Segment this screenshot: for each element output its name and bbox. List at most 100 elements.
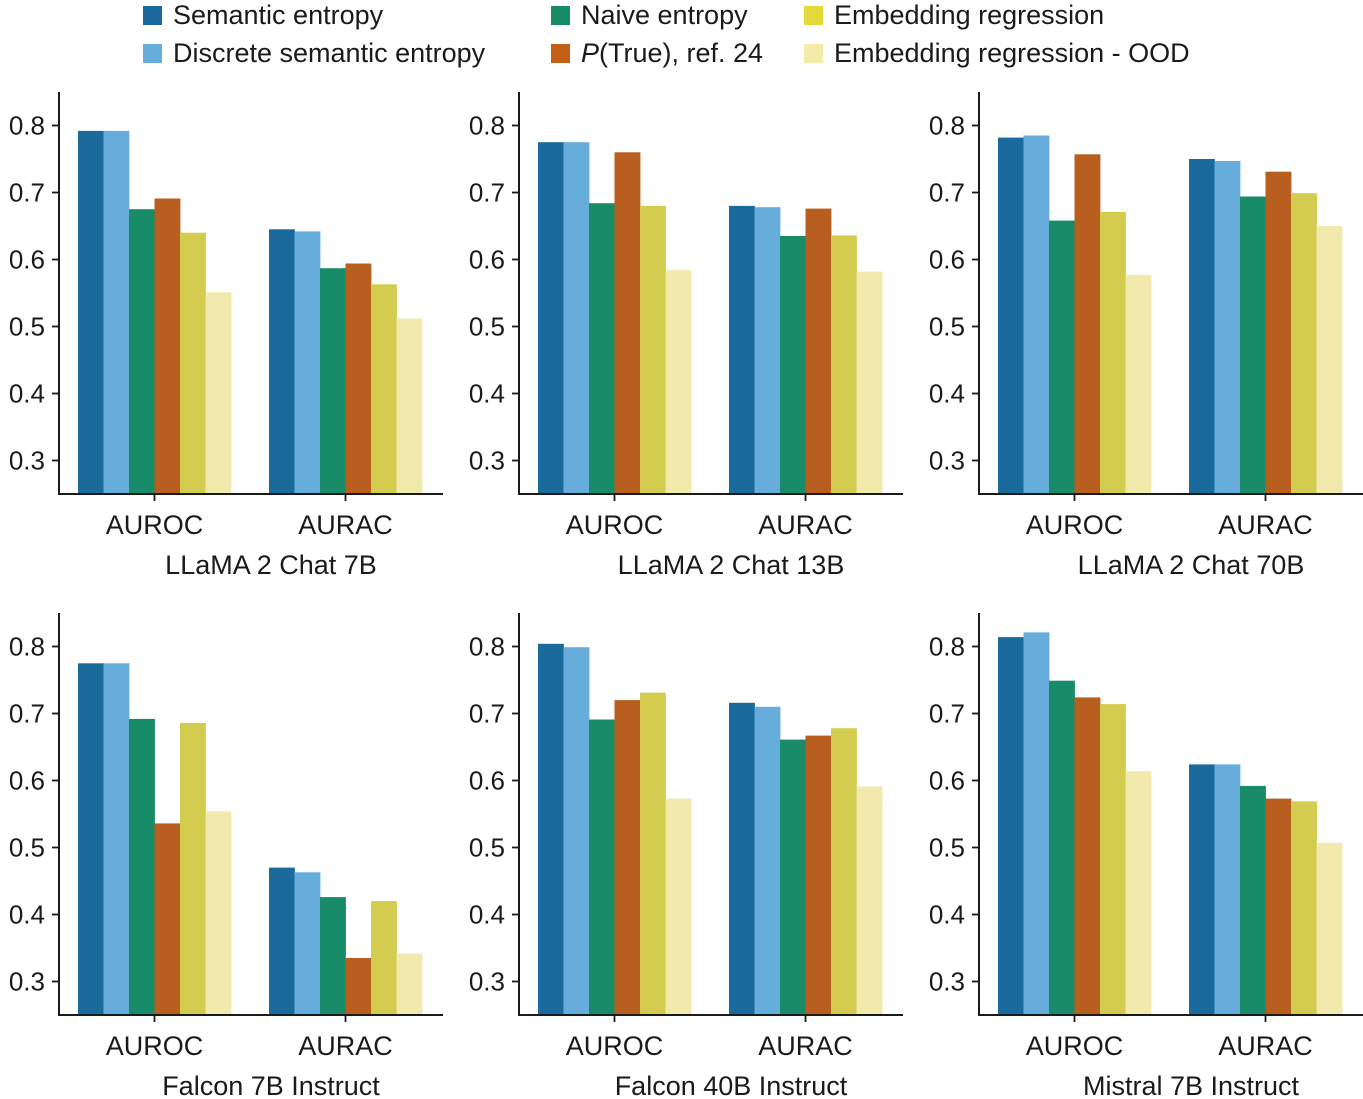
panel-title: Mistral 7B Instruct <box>1083 1071 1300 1099</box>
y-tick-label: 0.7 <box>469 178 505 208</box>
y-tick-label: 0.5 <box>9 312 45 342</box>
bar-discrete-semantic-entropy-auroc <box>563 142 590 494</box>
bar-naive-entropy-aurac <box>320 897 346 1015</box>
bar-p-true-ref-24-aurac <box>805 208 832 494</box>
x-tick-label-auroc: AUROC <box>1026 510 1124 540</box>
panel-mistral-7b-instruct: 0.3 0.4 0.5 0.6 0.7 0.8 AUROC AURAC Mistral 7B I… <box>929 613 1363 1099</box>
bar-semantic-entropy-auroc <box>78 663 104 1016</box>
legend-label-p-true-text: (True), ref. 24 <box>599 37 764 68</box>
y-tick-label: 0.4 <box>9 379 45 409</box>
panel-llama-2-chat-7b: 0.3 0.4 0.5 0.6 0.7 0.8 AUROC AURAC LLaMA 2 Chat… <box>9 92 443 580</box>
y-tick-label: 0.6 <box>9 766 45 796</box>
y-tick-label: 0.6 <box>469 766 505 796</box>
y-tick-label: 0.7 <box>929 699 965 729</box>
bar-embedding-regression-ood-auroc <box>665 270 692 494</box>
y-tick-label: 0.4 <box>929 900 965 930</box>
legend: Semantic entropy Naive entropy Embedding… <box>0 0 1363 80</box>
bar-semantic-entropy-auroc <box>78 130 104 494</box>
y-tick-label: 0.8 <box>9 111 45 141</box>
panel-title: LLaMA 2 Chat 13B <box>618 550 845 580</box>
legend-swatch-naive-entropy <box>551 5 570 25</box>
bar-naive-entropy-aurac <box>780 739 806 1015</box>
bar-embedding-regression-ood-aurac <box>1316 226 1343 494</box>
bar-embedding-regression-auroc <box>1100 211 1126 494</box>
bar-discrete-semantic-entropy-aurac <box>754 207 781 494</box>
bar-discrete-semantic-entropy-aurac <box>754 706 781 1015</box>
bar-discrete-semantic-entropy-auroc <box>1023 632 1050 1015</box>
bar-semantic-entropy-auroc <box>998 137 1024 494</box>
bar-semantic-entropy-aurac <box>269 229 295 495</box>
bar-semantic-entropy-auroc <box>538 142 564 494</box>
bar-embedding-regression-ood-auroc <box>205 292 232 494</box>
y-tick-label: 0.8 <box>9 632 45 662</box>
bar-naive-entropy-aurac <box>780 236 806 494</box>
bar-embedding-regression-ood-aurac <box>856 271 883 494</box>
bar-embedding-regression-auroc <box>180 232 206 494</box>
panel-title: LLaMA 2 Chat 70B <box>1078 550 1305 580</box>
legend-item-p-true: P(True), ref. 24 <box>551 35 763 71</box>
y-tick-label: 0.4 <box>469 900 505 930</box>
bar-naive-entropy-auroc <box>589 719 615 1015</box>
bar-embedding-regression-aurac <box>831 728 857 1015</box>
bar-embedding-regression-aurac <box>831 235 857 494</box>
y-tick-label: 0.8 <box>929 111 965 141</box>
y-tick-label: 0.5 <box>9 833 45 863</box>
bar-embedding-regression-ood-aurac <box>396 318 423 494</box>
y-tick-label: 0.6 <box>9 245 45 275</box>
bar-semantic-entropy-aurac <box>1189 764 1215 1015</box>
x-tick-label-auroc: AUROC <box>1026 1031 1124 1061</box>
legend-label-embedding-regression: Embedding regression <box>834 0 1105 30</box>
bar-naive-entropy-aurac <box>1240 785 1266 1015</box>
bar-embedding-regression-auroc <box>1100 704 1126 1015</box>
bar-discrete-semantic-entropy-aurac <box>294 872 321 1015</box>
x-tick-label-aurac: AURAC <box>1218 510 1313 540</box>
y-tick-label: 0.3 <box>929 967 965 997</box>
bar-discrete-semantic-entropy-aurac <box>294 231 321 494</box>
y-tick-label: 0.3 <box>9 446 45 476</box>
legend-label-discrete-semantic-entropy: Discrete semantic entropy <box>173 37 486 68</box>
x-tick-label-auroc: AUROC <box>566 1031 664 1061</box>
x-tick-label-auroc: AUROC <box>566 510 664 540</box>
x-tick-label-auroc: AUROC <box>106 1031 204 1061</box>
bar-discrete-semantic-entropy-auroc <box>103 130 130 494</box>
legend-item-semantic-entropy: Semantic entropy <box>143 0 383 33</box>
bar-embedding-regression-ood-auroc <box>1125 274 1152 494</box>
y-tick-label: 0.5 <box>469 833 505 863</box>
bar-p-true-ref-24-aurac <box>1265 171 1292 494</box>
y-tick-label: 0.8 <box>929 632 965 662</box>
bar-naive-entropy-auroc <box>129 209 155 494</box>
bar-embedding-regression-auroc <box>640 692 666 1015</box>
bar-naive-entropy-auroc <box>589 203 615 494</box>
x-tick-label-auroc: AUROC <box>106 510 204 540</box>
bar-p-true-ref-24-auroc <box>1074 154 1101 495</box>
panel-title: Falcon 40B Instruct <box>615 1071 848 1099</box>
bar-p-true-ref-24-aurac <box>1265 798 1292 1015</box>
y-tick-label: 0.3 <box>469 446 505 476</box>
panel-llama-2-chat-70b: 0.3 0.4 0.5 0.6 0.7 0.8 AUROC AURAC LLaMA 2 Chat… <box>929 92 1363 580</box>
y-tick-label: 0.4 <box>469 379 505 409</box>
y-tick-label: 0.4 <box>929 379 965 409</box>
bar-discrete-semantic-entropy-aurac <box>1214 161 1241 494</box>
y-tick-label: 0.5 <box>469 312 505 342</box>
y-tick-label: 0.6 <box>929 766 965 796</box>
y-tick-label: 0.5 <box>929 312 965 342</box>
bar-naive-entropy-aurac <box>1240 196 1266 494</box>
bar-semantic-entropy-aurac <box>1189 159 1215 494</box>
panel-falcon-7b-instruct: 0.3 0.4 0.5 0.6 0.7 0.8 AUROC AURAC Falcon 7B In… <box>9 613 443 1099</box>
y-tick-label: 0.7 <box>9 699 45 729</box>
bar-semantic-entropy-aurac <box>729 702 755 1015</box>
y-tick-label: 0.4 <box>9 900 45 930</box>
bar-embedding-regression-ood-aurac <box>856 786 883 1015</box>
bar-discrete-semantic-entropy-aurac <box>1214 764 1241 1015</box>
bar-embedding-regression-auroc <box>180 722 206 1015</box>
bar-embedding-regression-ood-aurac <box>1316 842 1343 1015</box>
legend-swatch-p-true <box>551 43 570 63</box>
legend-label-embedding-regression-ood: Embedding regression - OOD <box>834 37 1190 68</box>
legend-item-embedding-regression-ood: Embedding regression - OOD <box>804 35 1190 71</box>
y-tick-label: 0.7 <box>469 699 505 729</box>
legend-label-p-true: P(True), ref. 24 <box>581 38 763 69</box>
x-tick-label-aurac: AURAC <box>758 510 853 540</box>
bar-p-true-ref-24-auroc <box>614 700 641 1015</box>
bar-semantic-entropy-aurac <box>269 867 295 1015</box>
bar-semantic-entropy-auroc <box>538 643 564 1015</box>
